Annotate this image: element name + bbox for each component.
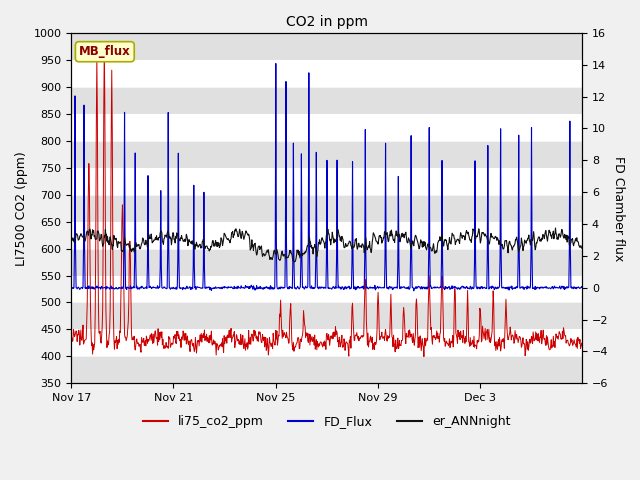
Y-axis label: LI7500 CO2 (ppm): LI7500 CO2 (ppm) — [15, 151, 28, 265]
Y-axis label: FD Chamber flux: FD Chamber flux — [612, 156, 625, 261]
Bar — [71, 87, 582, 114]
Bar — [71, 141, 582, 168]
Bar — [71, 195, 582, 222]
Bar — [71, 302, 582, 329]
Text: MB_flux: MB_flux — [79, 45, 131, 58]
Legend: li75_co2_ppm, FD_Flux, er_ANNnight: li75_co2_ppm, FD_Flux, er_ANNnight — [138, 410, 516, 433]
Title: CO2 in ppm: CO2 in ppm — [285, 15, 368, 29]
Bar — [71, 356, 582, 384]
Bar — [71, 249, 582, 276]
Bar — [71, 33, 582, 60]
